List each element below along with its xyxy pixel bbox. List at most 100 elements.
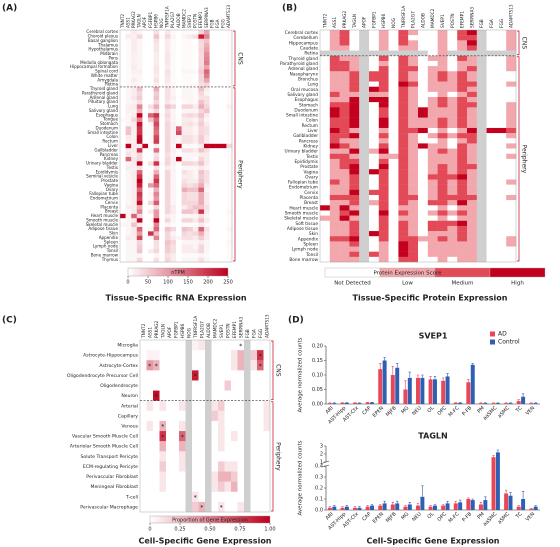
heat-cell [220, 113, 227, 118]
heat-cell [467, 251, 477, 258]
heat-cell [349, 189, 360, 196]
heat-cell [437, 164, 448, 170]
column-label: ADAMTS13 [264, 314, 270, 338]
x-tick-label: MG [400, 511, 410, 521]
heat-cell [437, 210, 448, 216]
heat-cell [349, 138, 360, 144]
heat-cell [320, 231, 330, 237]
heat-cell [226, 161, 233, 166]
heat-cell [187, 148, 193, 153]
heat-cell [176, 69, 182, 74]
heat-cell [159, 130, 165, 136]
heat-cell [427, 148, 438, 154]
heat-cell [153, 91, 160, 96]
colorbar-tick-label: 200 [203, 280, 213, 286]
heat-cell [136, 222, 143, 228]
heat-cell [136, 38, 143, 44]
heat-cell [388, 215, 399, 221]
heat-cell [187, 226, 193, 232]
heat-cell [166, 390, 173, 401]
na-cell [476, 40, 487, 46]
heat-cell [408, 205, 419, 211]
heat-cell [496, 97, 507, 103]
heat-cell [159, 139, 165, 145]
heat-cell [486, 86, 497, 93]
heat-cell [179, 431, 186, 442]
heat-cell [131, 69, 137, 74]
na-cell [359, 215, 370, 221]
heat-cell [349, 91, 360, 98]
na-cell [476, 194, 487, 201]
heat-cell [176, 95, 182, 101]
heat-cell [164, 60, 171, 66]
heat-cell [176, 104, 182, 109]
heat-cell [131, 156, 137, 162]
column-label: ASS1 [125, 17, 130, 28]
heat-cell [457, 174, 468, 180]
heat-cell [192, 244, 199, 250]
bar [416, 377, 420, 404]
heat-cell [226, 143, 233, 149]
heat-cell [320, 215, 330, 221]
heat-cell [140, 501, 147, 513]
heat-cell [159, 148, 165, 153]
heat-cell [496, 117, 507, 123]
heat-cell [378, 112, 389, 118]
na-cell [359, 251, 370, 258]
heat-cell [226, 56, 233, 61]
heat-cell [226, 104, 233, 109]
bar [420, 496, 425, 510]
heat-cell [198, 43, 205, 48]
na-cell [476, 241, 487, 247]
heat-cell [215, 143, 221, 149]
heat-cell [378, 236, 389, 242]
heat-cell [349, 164, 360, 170]
colorbar-tick-label: 1.00 [264, 527, 275, 533]
heat-cell [427, 200, 438, 206]
heat-cell [153, 78, 160, 83]
heat-cell [457, 97, 468, 103]
heat-cell [220, 51, 227, 57]
heat-cell [486, 200, 497, 206]
heat-cell [142, 139, 149, 145]
heat-cell [187, 78, 193, 83]
heat-cell [437, 117, 448, 123]
heat-cell [215, 231, 221, 236]
heat-cell [506, 86, 517, 93]
na-cell [205, 501, 212, 513]
heat-cell [250, 340, 258, 351]
bar [533, 403, 538, 404]
heat-cell [187, 100, 193, 105]
heat-cell [125, 213, 132, 219]
heat-cell [164, 130, 171, 136]
heat-cell [437, 40, 448, 46]
heat-cell [176, 191, 182, 197]
heat-cell [215, 240, 221, 245]
heat-cell [218, 491, 225, 503]
na-cell [476, 30, 487, 36]
heat-cell [339, 112, 350, 118]
heat-cell [179, 420, 186, 432]
heat-cell [215, 178, 221, 184]
group-label: Periphery [275, 442, 282, 471]
heat-cell [131, 143, 137, 149]
heat-cell [218, 350, 225, 361]
heat-cell [447, 30, 458, 36]
heat-cell [447, 55, 458, 62]
heat-cell [226, 126, 233, 131]
heat-cell [146, 501, 154, 513]
heat-cell [418, 143, 428, 149]
heat-cell [263, 340, 271, 351]
heat-cell [164, 235, 171, 241]
heat-cell [131, 178, 137, 184]
heat-cell [131, 240, 137, 245]
heat-cell [159, 100, 165, 105]
heat-cell [250, 410, 258, 422]
heat-cell [218, 340, 225, 351]
heat-cell [378, 66, 389, 72]
heat-cell [136, 205, 143, 210]
heat-cell [398, 164, 409, 170]
heat-cell [120, 178, 126, 184]
heat-cell [418, 158, 428, 165]
heat-cell [176, 240, 182, 245]
